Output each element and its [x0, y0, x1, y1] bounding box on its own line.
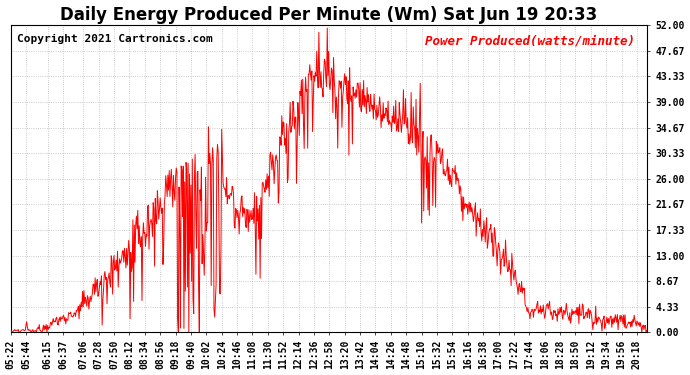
Text: Copyright 2021 Cartronics.com: Copyright 2021 Cartronics.com: [17, 34, 213, 44]
Title: Daily Energy Produced Per Minute (Wm) Sat Jun 19 20:33: Daily Energy Produced Per Minute (Wm) Sa…: [60, 6, 598, 24]
Text: Power Produced(watts/minute): Power Produced(watts/minute): [424, 34, 635, 47]
